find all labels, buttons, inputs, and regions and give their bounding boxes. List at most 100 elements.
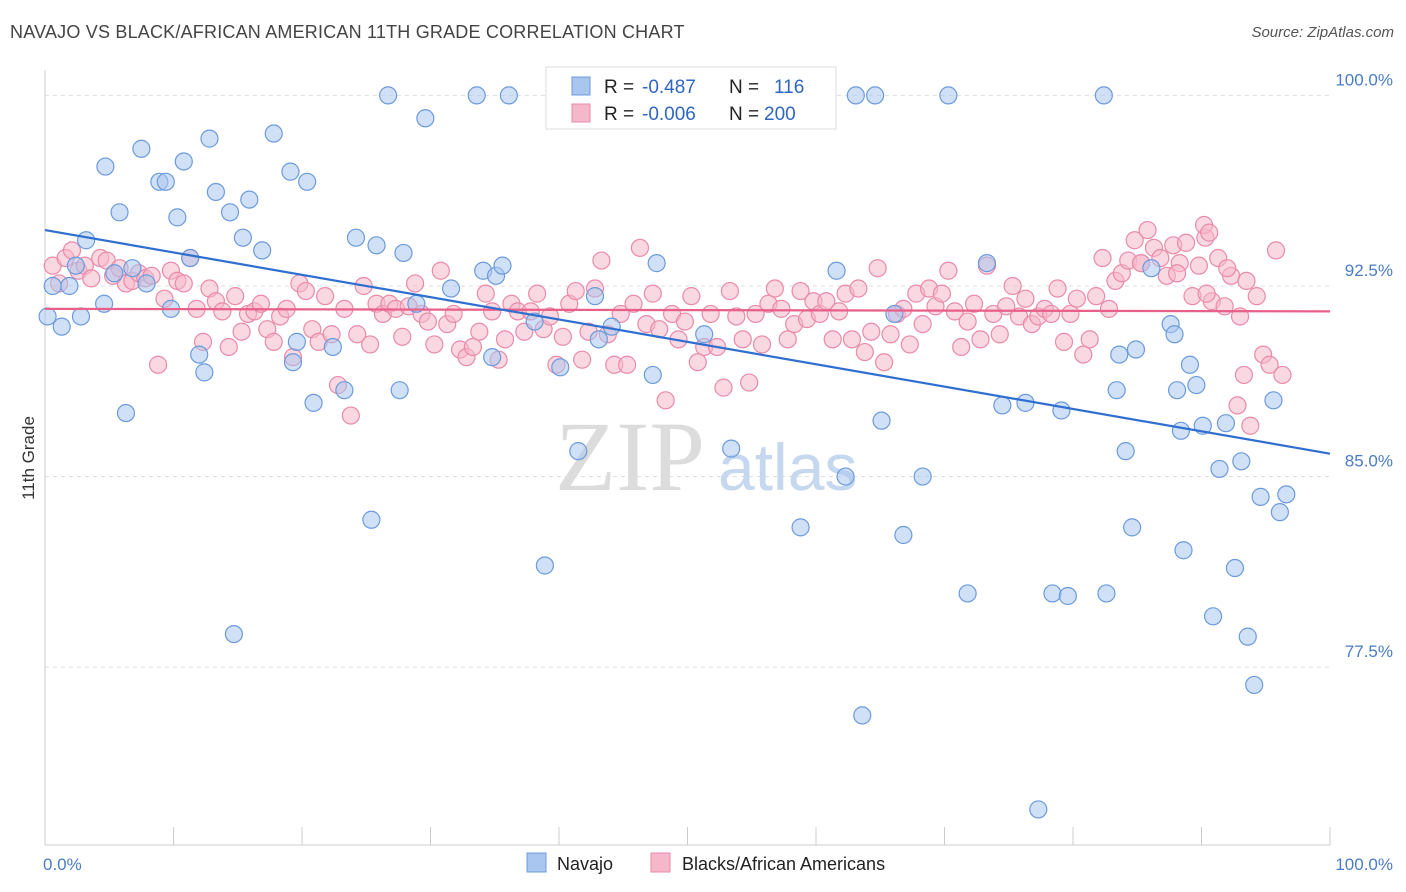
navajo-point-85 [1029, 800, 1048, 819]
legend-r-label-2: R = [604, 104, 634, 125]
black-point-143 [964, 294, 984, 313]
x-tick-label-0: 0.0% [43, 855, 82, 874]
navajo-point-42 [390, 381, 409, 400]
navajo-point-113 [1264, 391, 1283, 410]
black-point-85 [592, 251, 611, 270]
black-point-106 [727, 307, 746, 326]
navajo-point-71 [827, 261, 846, 280]
navajo-point-43 [394, 243, 413, 263]
navajo-point-114 [1270, 503, 1289, 522]
navajo-point-72 [836, 467, 855, 486]
black-point-170 [1138, 220, 1157, 240]
axes [44, 70, 1331, 846]
navajo-point-8 [96, 157, 115, 176]
navajo-point-16 [156, 172, 175, 191]
navajo-point-79 [913, 467, 932, 486]
navajo-point-82 [977, 254, 997, 273]
black-point-68 [483, 302, 502, 321]
black-point-46 [341, 406, 360, 425]
black-point-27 [219, 337, 238, 357]
black-point-65 [463, 337, 483, 357]
navajo-point-46 [441, 279, 461, 298]
black-point-3 [62, 241, 82, 260]
y-tick-label-1: 85.0% [1345, 452, 1393, 471]
black-point-32 [251, 294, 270, 313]
navajo-point-77 [885, 304, 904, 324]
navajo-point-75 [866, 86, 885, 105]
black-point-81 [566, 281, 585, 301]
black-point-47 [348, 325, 367, 344]
black-point-108 [740, 373, 759, 392]
navajo-point-27 [233, 228, 252, 247]
black-point-62 [444, 304, 463, 324]
black-point-178 [1189, 256, 1209, 275]
black-point-82 [573, 350, 592, 369]
black-point-114 [778, 330, 797, 349]
navajo-point-19 [174, 152, 193, 171]
navajo-point-28 [240, 190, 259, 209]
black-point-107 [733, 330, 752, 349]
black-point-67 [476, 284, 495, 303]
black-point-139 [939, 261, 958, 280]
black-point-155 [1042, 304, 1061, 324]
black-point-141 [952, 337, 971, 357]
navajo-point-62 [647, 254, 666, 273]
navajo-point-32 [283, 353, 303, 372]
legend-n-value-1: 116 [774, 77, 804, 98]
black-point-89 [618, 355, 637, 374]
black-point-42 [316, 287, 335, 306]
watermark-atlas: atlas [718, 430, 857, 504]
trend-line-navajo [44, 228, 1331, 455]
navajo-point-4 [66, 256, 85, 275]
navajo-point-101 [1174, 541, 1193, 560]
black-point-194 [1237, 271, 1256, 291]
navajo-point-38 [346, 228, 366, 247]
navajo-point-37 [335, 381, 354, 400]
bottom-legend-swatch-black [650, 852, 671, 873]
navajo-point-51 [493, 256, 512, 275]
navajo-point-0 [38, 307, 57, 326]
y-tick-label-2: 92.5% [1345, 261, 1393, 280]
black-point-176 [1176, 233, 1196, 252]
navajo-point-31 [281, 162, 300, 181]
black-point-6 [82, 269, 101, 288]
navajo-point-98 [1165, 325, 1184, 344]
navajo-point-29 [253, 241, 272, 260]
black-point-29 [232, 322, 251, 341]
black-point-158 [1061, 304, 1080, 324]
navajo-point-3 [60, 276, 79, 296]
black-point-34 [264, 332, 283, 351]
legend-n-value-2: 200 [764, 104, 796, 125]
black-point-156 [1048, 279, 1067, 298]
y-tick-label-3: 100.0% [1335, 70, 1393, 89]
black-point-58 [418, 312, 438, 331]
legend-n-label-1: N = [729, 77, 759, 98]
navajo-point-84 [1016, 393, 1035, 412]
y-axis-title: 11th Grade [19, 416, 38, 500]
navajo-point-112 [1251, 487, 1270, 506]
black-point-163 [1093, 248, 1112, 268]
black-point-95 [656, 391, 675, 410]
black-point-28 [226, 287, 245, 306]
navajo-point-88 [1058, 586, 1077, 606]
navajo-point-111 [1245, 675, 1264, 695]
navajo-point-115 [1277, 485, 1296, 504]
black-point-26 [213, 302, 232, 321]
navajo-point-9 [105, 264, 124, 283]
navajo-point-69 [791, 518, 810, 537]
black-point-91 [630, 238, 650, 257]
navajo-point-57 [569, 442, 588, 461]
black-point-189 [1260, 355, 1279, 374]
navajo-point-96 [1142, 259, 1161, 278]
navajo-point-83 [993, 396, 1012, 415]
navajo-point-52 [499, 86, 518, 105]
black-point-39 [296, 281, 315, 301]
navajo-point-55 [551, 358, 570, 377]
navajo-point-78 [894, 525, 913, 545]
navajo-point-58 [585, 287, 605, 306]
navajo-point-34 [298, 172, 317, 191]
black-point-112 [765, 279, 784, 298]
navajo-point-26 [224, 624, 243, 644]
grid-lines [45, 94, 1330, 668]
black-point-98 [675, 312, 695, 331]
